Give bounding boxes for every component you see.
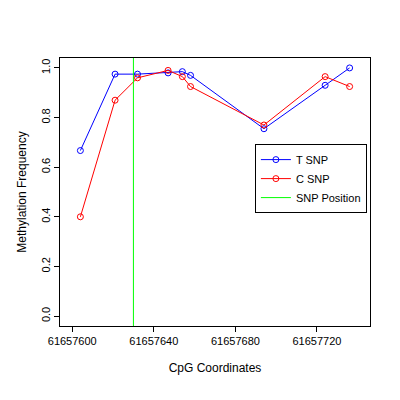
svg-text:C SNP: C SNP	[296, 173, 330, 185]
svg-text:T SNP: T SNP	[296, 154, 328, 166]
svg-text:0.4: 0.4	[40, 208, 52, 223]
svg-text:61657680: 61657680	[211, 335, 260, 347]
svg-text:61657640: 61657640	[129, 335, 178, 347]
svg-text:0.6: 0.6	[40, 158, 52, 173]
svg-text:SNP Position: SNP Position	[296, 192, 361, 204]
svg-text:61657720: 61657720	[292, 335, 341, 347]
svg-text:0.2: 0.2	[40, 257, 52, 272]
svg-text:0.0: 0.0	[40, 307, 52, 322]
svg-text:1.0: 1.0	[40, 59, 52, 74]
svg-text:0.8: 0.8	[40, 108, 52, 123]
svg-text:61657600: 61657600	[48, 335, 97, 347]
svg-text:Methylation Frequency: Methylation Frequency	[15, 131, 29, 252]
svg-text:CpG Coordinates: CpG Coordinates	[169, 361, 262, 375]
